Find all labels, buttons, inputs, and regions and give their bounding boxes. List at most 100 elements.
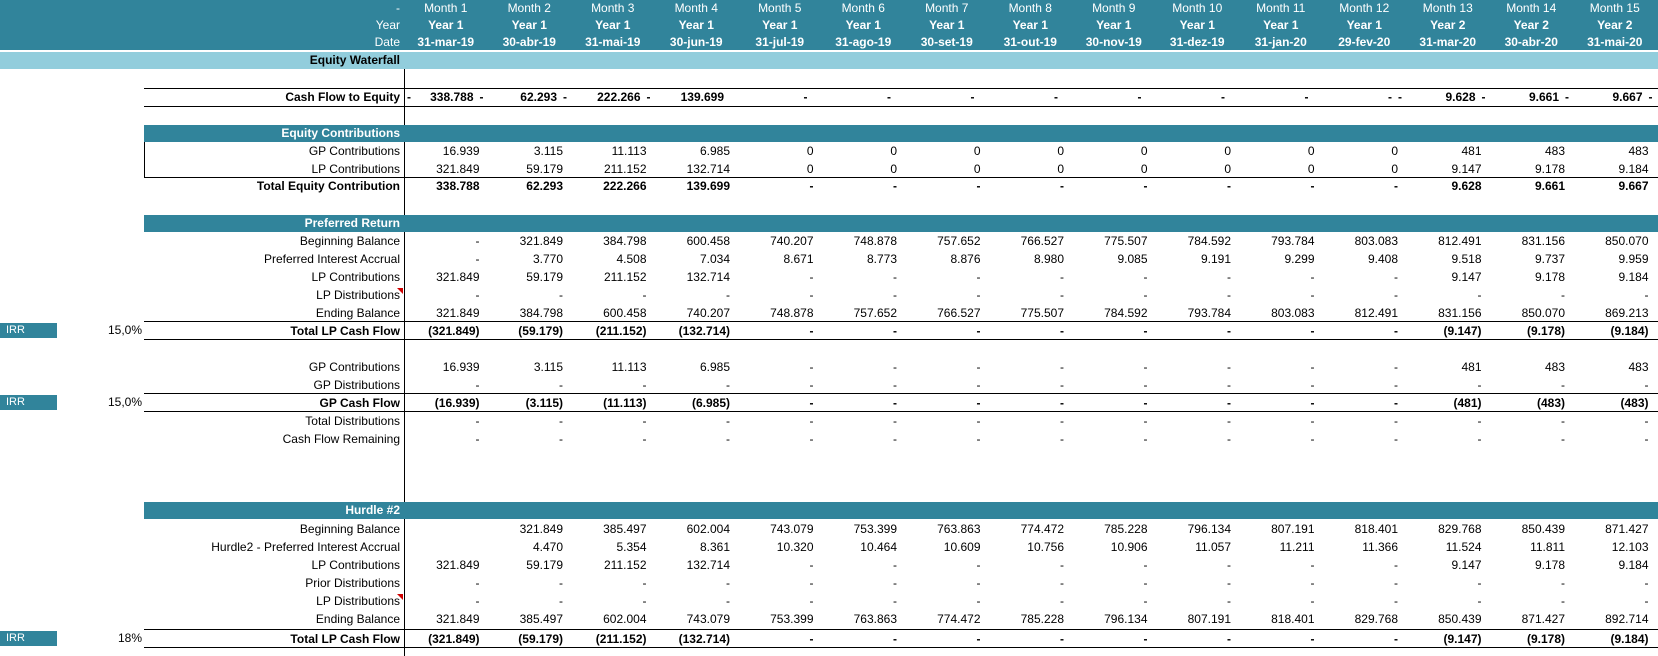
header-month: Month 1 bbox=[424, 1, 468, 15]
header-year: Year 2 bbox=[1513, 18, 1549, 32]
pr-row-value: 9.178 bbox=[1534, 270, 1565, 284]
ec-row-value: - bbox=[976, 179, 981, 193]
h2-total-bottom-border bbox=[144, 647, 1658, 648]
h2-row-label: Hurdle2 - Preferred Interest Accrual bbox=[211, 540, 400, 554]
header-month: Month 2 bbox=[507, 1, 551, 15]
h2-row-value: 12.103 bbox=[1611, 540, 1649, 554]
pr-row-value: (9.178) bbox=[1526, 324, 1565, 338]
pr-row-value: 9.085 bbox=[1117, 252, 1148, 266]
h2-row-label: LP Distributions bbox=[316, 594, 400, 608]
gp-row-value: - bbox=[976, 432, 981, 446]
pr-row-value: - bbox=[475, 288, 480, 302]
h2-row-value: 763.863 bbox=[853, 612, 897, 626]
h2-row-value: - bbox=[1394, 576, 1398, 590]
pr-row-value: 9.299 bbox=[1284, 252, 1315, 266]
cfe-value: 139.699 bbox=[680, 90, 724, 104]
h2-row-value: 9.178 bbox=[1534, 558, 1565, 572]
h2-row-value: - bbox=[1227, 558, 1231, 572]
gp-row-label: GP Contributions bbox=[308, 360, 400, 374]
pr-row-value: - bbox=[893, 324, 897, 338]
pr-row-value: 757.652 bbox=[853, 306, 897, 320]
ec-row-value: 62.293 bbox=[526, 179, 563, 193]
pr-row-value: - bbox=[1310, 288, 1315, 302]
pr-row-value: - bbox=[809, 324, 814, 338]
ec-row-value: - bbox=[1310, 179, 1315, 193]
cfe-dash bbox=[981, 89, 989, 106]
header-date: 31-jan-20 bbox=[1254, 35, 1307, 49]
ec-row-value: 139.699 bbox=[686, 179, 730, 193]
header-month: Month 12 bbox=[1339, 1, 1390, 15]
h2-row-value: 9.184 bbox=[1618, 558, 1649, 572]
cfe-dash bbox=[730, 89, 738, 106]
gp-row-value: - bbox=[1227, 432, 1231, 446]
gp-row-value: - bbox=[1227, 360, 1231, 374]
pr-row-value: 740.207 bbox=[686, 306, 730, 320]
header-row0-label: - bbox=[396, 1, 400, 15]
h2-row-value: 850.439 bbox=[1521, 522, 1565, 536]
pr-row-value: 8.876 bbox=[950, 252, 981, 266]
header-year: Year 1 bbox=[678, 18, 714, 32]
h2-row-value: 10.609 bbox=[943, 540, 981, 554]
ec-row-value: 0 bbox=[1224, 162, 1231, 176]
h2-row-value: - bbox=[1310, 632, 1315, 646]
h2-row-value: 10.756 bbox=[1027, 540, 1064, 554]
h2-row-value: - bbox=[1143, 632, 1148, 646]
pr-row-value: - bbox=[1227, 270, 1231, 284]
h2-row-value: 10.464 bbox=[860, 540, 897, 554]
gp-row-value: - bbox=[976, 378, 981, 392]
gp-row-value: 6.985 bbox=[699, 360, 730, 374]
pr-row-value: 321.849 bbox=[436, 270, 480, 284]
gp-row-value: 3.115 bbox=[533, 360, 563, 374]
gp-row-value: - bbox=[1310, 432, 1315, 446]
ec-row-value: 6.985 bbox=[699, 144, 730, 158]
h2-row-value: - bbox=[893, 594, 897, 608]
h2-irr-label: IRR bbox=[0, 631, 57, 646]
gp-row-value: - bbox=[1227, 378, 1231, 392]
gp-row-value: - bbox=[726, 414, 730, 428]
cfe-dash bbox=[1064, 89, 1072, 106]
cfe-label: Cash Flow to Equity bbox=[285, 90, 400, 104]
pr-comment-marker bbox=[397, 288, 403, 294]
h2-row-value: 753.399 bbox=[770, 612, 814, 626]
cfe-dash: - bbox=[646, 90, 651, 104]
gp-row-value: - bbox=[475, 432, 480, 446]
header-date: 31-mar-19 bbox=[417, 35, 475, 49]
gp-total-top-border bbox=[144, 393, 1658, 394]
pr-row-value: 850.070 bbox=[1605, 234, 1649, 248]
cfe-top-border bbox=[144, 88, 1658, 89]
h2-row-value: 385.497 bbox=[519, 612, 563, 626]
cfe-value: 9.667 bbox=[1612, 90, 1643, 104]
pr-row-value: - bbox=[1227, 324, 1231, 338]
pr-row-value: 8.980 bbox=[1033, 252, 1064, 266]
h2-row-value: - bbox=[809, 576, 814, 590]
h2-row-value bbox=[404, 539, 480, 556]
pr-row-value: 7.034 bbox=[699, 252, 730, 266]
h2-row-value: 818.401 bbox=[1271, 612, 1315, 626]
h2-row-value: 4.470 bbox=[532, 540, 563, 554]
pr-row-value: 600.458 bbox=[686, 234, 730, 248]
cfe-prefix: - bbox=[407, 90, 411, 104]
ec-row-value: 0 bbox=[806, 162, 814, 176]
ec-row-label: Total Equity Contribution bbox=[256, 179, 400, 193]
h2-row-value: 892.714 bbox=[1605, 612, 1649, 626]
header-date: 31-mar-20 bbox=[1419, 35, 1477, 49]
header-year: Year 1 bbox=[1263, 18, 1299, 32]
pr-row-value: - bbox=[809, 270, 814, 284]
gp-row-value: 483 bbox=[1544, 360, 1565, 374]
cfe-dash: - bbox=[1481, 90, 1486, 104]
gp-row-value: - bbox=[1561, 414, 1565, 428]
h2-row-value: 10.906 bbox=[1110, 540, 1148, 554]
h2-row-value: 11.211 bbox=[1279, 540, 1315, 554]
pr-row-value: - bbox=[1394, 270, 1398, 284]
pr-row-value: 9.408 bbox=[1367, 252, 1398, 266]
h2-row-value: (211.152) bbox=[595, 632, 647, 646]
pr-row-value: 757.652 bbox=[937, 234, 981, 248]
gp-row-value: - bbox=[642, 432, 647, 446]
ec-row-value: 483 bbox=[1544, 144, 1565, 158]
equity-contributions-band bbox=[144, 125, 1658, 142]
pr-row-value: - bbox=[475, 234, 480, 248]
pr-row-value: 3.770 bbox=[532, 252, 563, 266]
h2-irr-value: 18% bbox=[117, 631, 142, 645]
h2-row-value: - bbox=[1477, 594, 1482, 608]
gp-total-bottom-border bbox=[144, 411, 1658, 412]
